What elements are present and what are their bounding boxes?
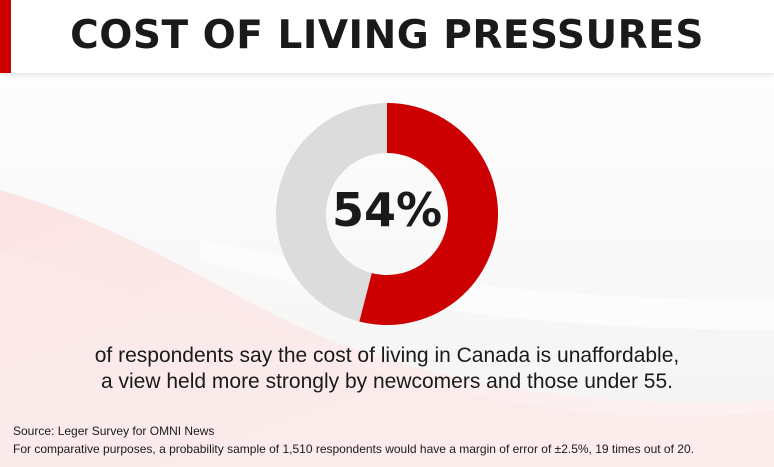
- source-line: Source: Leger Survey for OMNI News: [13, 424, 215, 438]
- page-title: COST OF LIVING PRESSURES: [70, 13, 704, 58]
- caption-line-1: of respondents say the cost of living in…: [94, 344, 680, 367]
- donut-slice-value: [359, 103, 498, 325]
- methodology-note: For comparative purposes, a probability …: [13, 442, 694, 456]
- center-percentage-label: 54%: [331, 183, 443, 237]
- source-note: Source: Leger Survey for OMNI News For c…: [13, 422, 694, 458]
- header-accent-stripe: [0, 0, 11, 73]
- caption-line-2: a view held more strongly by newcomers a…: [101, 370, 673, 393]
- header-bar: COST OF LIVING PRESSURES: [0, 0, 774, 73]
- donut-chart: [276, 103, 498, 325]
- chart-caption: of respondents say the cost of living in…: [0, 343, 774, 395]
